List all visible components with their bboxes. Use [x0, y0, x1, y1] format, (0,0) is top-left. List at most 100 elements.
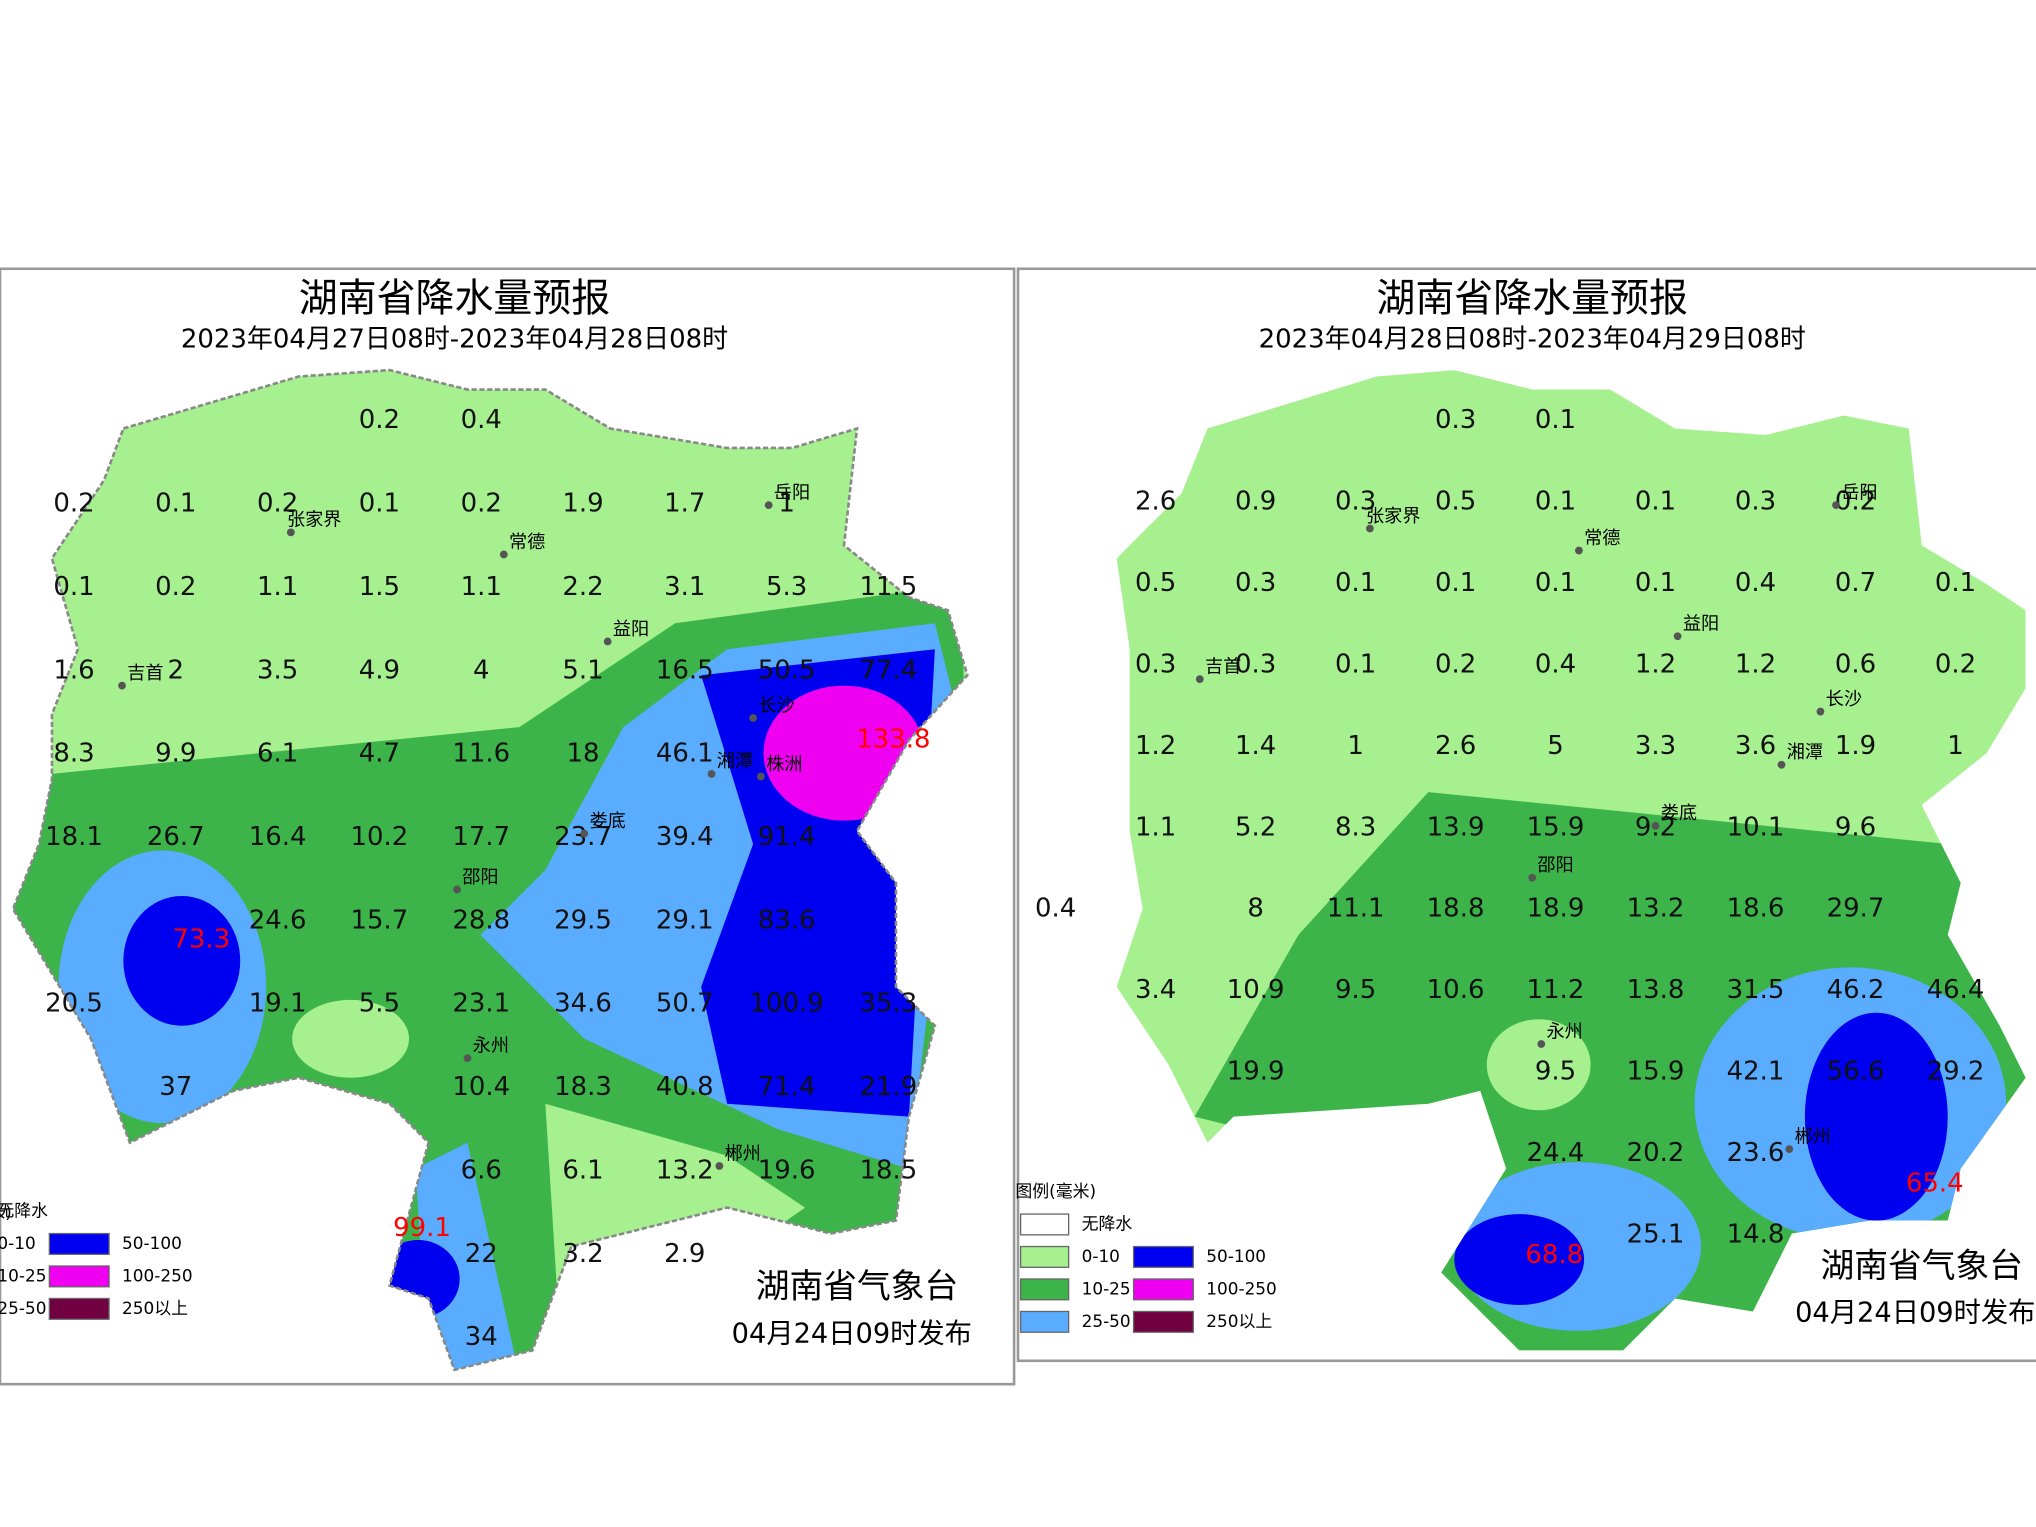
- rain-value: 13.9: [1427, 812, 1485, 842]
- rain-value: 1.2: [1735, 649, 1776, 679]
- rain-value: 11.6: [452, 739, 510, 769]
- rain-value: 0.2: [461, 489, 502, 519]
- rain-value: 56.6: [1827, 1057, 1885, 1087]
- rain-value: 0.2: [53, 489, 94, 519]
- city-name: 邵阳: [1537, 855, 1573, 876]
- rain-value: 6.1: [562, 1155, 603, 1185]
- city-name: 郴州: [725, 1143, 761, 1164]
- rain-value: 26.7: [147, 822, 205, 852]
- rain-value: 46.2: [1827, 975, 1885, 1005]
- rain-peak: 65.4: [1906, 1169, 1964, 1199]
- rain-value: 2.6: [1435, 731, 1476, 761]
- rain-value: 0.2: [1835, 487, 1876, 517]
- legend-swatch: [1132, 1310, 1194, 1333]
- city-dot: [580, 829, 589, 838]
- rain-value: 2.9: [664, 1239, 705, 1269]
- city-dot: [286, 528, 295, 537]
- legend-label: 250以上: [122, 1298, 188, 1318]
- rain-value: 10.2: [351, 822, 409, 852]
- rain-value: 91.4: [758, 822, 816, 852]
- rain-value: 5.3: [766, 572, 807, 602]
- rain-value: 8.3: [53, 739, 94, 769]
- rain-value: 0.2: [1935, 649, 1976, 679]
- rain-value: 0.1: [359, 489, 400, 519]
- city-name: 郴州: [1794, 1126, 1830, 1147]
- rain-value: 0.1: [53, 572, 94, 602]
- rain-value: 18.9: [1527, 894, 1585, 924]
- rain-value: 3.2: [562, 1239, 603, 1269]
- city-dot: [1832, 501, 1840, 509]
- rain-value: 1.9: [1835, 731, 1876, 761]
- legend-label: 50-100: [122, 1233, 182, 1253]
- rain-value: 5.5: [359, 989, 400, 1019]
- rain-value: 13.8: [1627, 975, 1685, 1005]
- rain-value: 0.3: [1735, 487, 1776, 517]
- issuer: 湖南省气象台: [756, 1267, 959, 1306]
- rain-value: 29.2: [1927, 1057, 1985, 1087]
- rain-value: 1.7: [664, 489, 705, 519]
- rain-value: 22: [465, 1239, 498, 1269]
- city-dot: [1785, 1145, 1794, 1154]
- city-dot: [1575, 546, 1583, 555]
- rain-value: 2.6: [1135, 487, 1176, 517]
- legend-label: 50-100: [1206, 1246, 1266, 1266]
- issuer: 湖南省气象台: [1820, 1246, 2023, 1285]
- rain-value: 0.1: [1335, 649, 1376, 679]
- city-dot: [603, 637, 612, 646]
- rain-value: 19.1: [249, 989, 307, 1019]
- rain-value: 13.2: [1627, 894, 1685, 924]
- city-dot: [764, 501, 773, 509]
- rain-value: 18: [566, 739, 599, 769]
- rain-value: 20.2: [1627, 1138, 1685, 1168]
- rain-peak: 99.1: [393, 1213, 451, 1243]
- legend-label: 无降水: [0, 1200, 48, 1220]
- rain-value: 0.4: [1035, 894, 1076, 924]
- rain-value: 10.9: [1227, 975, 1285, 1005]
- rain-value: 46.4: [1927, 975, 1985, 1005]
- rain-value: 24.6: [249, 905, 307, 935]
- rain-value: 1.1: [257, 572, 298, 602]
- rain-value: 0.1: [1935, 568, 1976, 598]
- legend-swatch: [1132, 1245, 1194, 1268]
- city-dot: [1365, 524, 1374, 533]
- city-dot: [463, 1054, 472, 1063]
- rain-value: 29.1: [656, 905, 714, 935]
- rain-value: 2.2: [562, 572, 603, 602]
- rain-value: 18.3: [554, 1072, 612, 1102]
- rain-value: 29.7: [1827, 894, 1885, 924]
- city-dot: [453, 885, 461, 894]
- rain-value: 3.6: [1735, 731, 1776, 761]
- rain-value: 14.8: [1727, 1219, 1785, 1249]
- rain-value: 5: [1547, 731, 1564, 761]
- city-dot: [715, 1162, 724, 1170]
- rain-value: 34: [465, 1322, 498, 1352]
- rain-value: 37: [159, 1072, 192, 1102]
- map-title: 湖南省降水量预报: [299, 277, 611, 322]
- rain-value: 0.1: [155, 489, 196, 519]
- rain-value: 9.5: [1335, 975, 1376, 1005]
- city-name: 益阳: [613, 619, 649, 640]
- legend-swatch: [1019, 1278, 1070, 1301]
- city-dot: [1537, 1040, 1546, 1048]
- rain-value: 0.9: [1235, 487, 1276, 517]
- rain-value: 0.5: [1135, 568, 1176, 598]
- rain-value: 34.6: [554, 989, 612, 1019]
- rain-value: 11.5: [860, 572, 918, 602]
- rain-value: 0.1: [1535, 405, 1576, 435]
- legend-swatch: [1019, 1245, 1070, 1268]
- legend-label: 0-10: [1082, 1246, 1120, 1266]
- rain-value: 8: [1247, 894, 1264, 924]
- legend-swatch: [48, 1297, 110, 1320]
- rain-value: 0.3: [1435, 405, 1476, 435]
- rain-value: 1: [778, 489, 795, 519]
- rain-value: 50.5: [758, 655, 816, 685]
- rain-value: 1.1: [461, 572, 502, 602]
- rain-value: 16.4: [249, 822, 307, 852]
- city-dot: [707, 769, 716, 778]
- rain-value: 0.1: [1535, 568, 1576, 598]
- city-name: 永州: [473, 1036, 509, 1057]
- rain-value: 6.1: [257, 739, 298, 769]
- rain-value: 0.5: [1435, 487, 1476, 517]
- rain-value: 3.3: [1635, 731, 1676, 761]
